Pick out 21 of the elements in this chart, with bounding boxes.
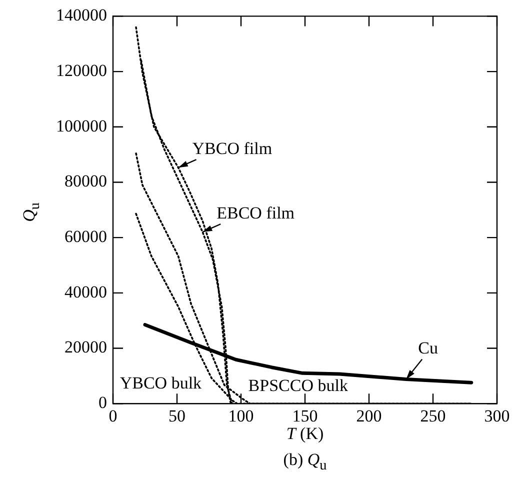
y-tick-label: 0 xyxy=(98,393,107,412)
x-tick-label: 200 xyxy=(356,406,382,426)
y-tick-label: 20000 xyxy=(64,338,107,357)
series-label: Cu xyxy=(418,338,438,358)
text: (b) Q$_{u}$ xyxy=(282,450,328,474)
y-tick-label: 60000 xyxy=(64,227,107,246)
y-tick-label: 100000 xyxy=(56,116,107,136)
y-tick-label: 120000 xyxy=(56,61,107,80)
series-label: BPSCCO bulk xyxy=(248,376,348,396)
y-tick-label: 140000 xyxy=(56,6,107,25)
y-tick-label: 80000 xyxy=(64,172,107,191)
x-tick-label: 50 xyxy=(168,406,186,426)
series-label: YBCO film xyxy=(192,139,272,158)
series-label: YBCO bulk xyxy=(120,374,202,393)
x-tick-label: 250 xyxy=(420,406,446,426)
x-tick-label: 100 xyxy=(228,406,254,426)
x-tick-label: 300 xyxy=(484,406,510,426)
y-tick-label: 40000 xyxy=(64,282,107,302)
x-axis-title: T (K) xyxy=(285,424,325,444)
x-tick-label: 150 xyxy=(292,406,318,426)
series-label: EBCO film xyxy=(216,204,295,223)
